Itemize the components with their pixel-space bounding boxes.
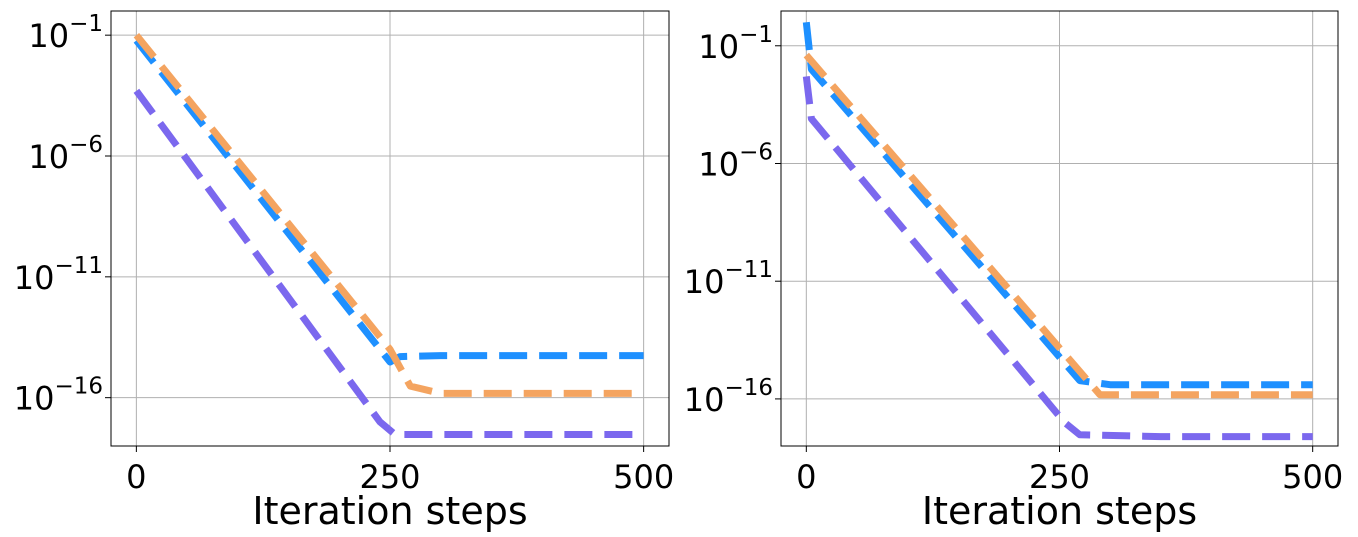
series-line-2 (803, 52, 1313, 399)
gridlines (111, 11, 669, 446)
x-tick-label: 500 (1282, 458, 1343, 496)
chart-right: 0 250 500 10−16 10−11 10−6 10−1 Iteration step… (684, 10, 1343, 533)
x-axis-label: Iteration steps (922, 489, 1197, 533)
gridlines (781, 11, 1338, 446)
x-tick-label: 250 (359, 458, 420, 496)
series-lines (133, 33, 644, 438)
y-tick-label: 10−16 (14, 374, 103, 418)
y-tick-label: 10−6 (698, 139, 773, 183)
y-tick-label: 10−1 (698, 22, 773, 66)
y-tick-label: 10−11 (684, 257, 773, 301)
y-tick-label: 10−6 (28, 132, 103, 176)
y-tick-label: 10−11 (14, 253, 103, 297)
x-axis-label: Iteration steps (252, 489, 527, 533)
series-line-3 (133, 88, 644, 438)
chart-left: 0 250 500 10−16 10−11 10−6 10−1 Iteration step… (14, 10, 674, 533)
axis-ticks: 0 250 500 10−16 10−11 10−6 10−1 (14, 11, 674, 496)
series-line-2 (133, 33, 644, 397)
series-line-3 (802, 75, 1313, 441)
series-lines (802, 21, 1313, 441)
series-line-1 (802, 21, 1313, 389)
x-tick-label: 0 (126, 458, 146, 496)
y-tick-label: 10−1 (28, 11, 103, 55)
axis-ticks: 0 250 500 10−16 10−11 10−6 10−1 (684, 22, 1343, 496)
series-line-1 (133, 38, 644, 366)
y-tick-label: 10−16 (684, 375, 773, 419)
x-tick-label: 250 (1029, 458, 1090, 496)
x-tick-label: 500 (613, 458, 674, 496)
x-tick-label: 0 (796, 458, 816, 496)
